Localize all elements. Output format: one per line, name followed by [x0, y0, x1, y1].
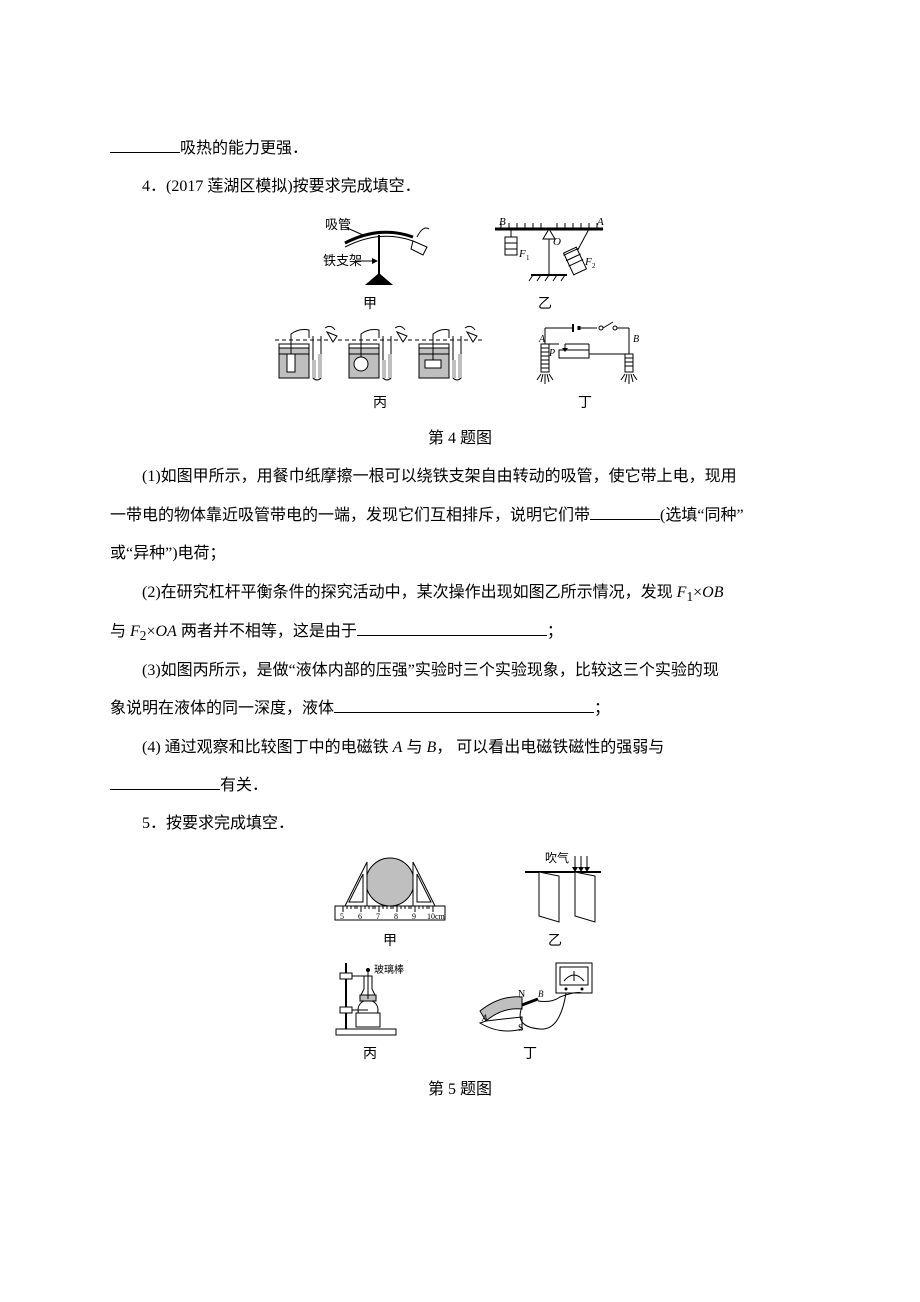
fig-yi-svg: B A O F 1: [475, 215, 615, 293]
fig-bing-svg: [275, 320, 485, 392]
fig5-ding-svg: N S A B: [460, 957, 600, 1043]
q5-subfig-jia: 5 6 7 8 9 10cm 甲: [315, 852, 465, 952]
cap-ding: 丁: [578, 394, 592, 414]
svg-text:7: 7: [376, 912, 380, 921]
svg-text:8: 8: [394, 912, 398, 921]
q4-source: (2017 莲湖区模拟)按要求完成填空．: [166, 178, 421, 195]
cap-bing: 丙: [373, 394, 387, 414]
q4-caption: 第 4 题图: [110, 428, 810, 450]
blank-prev[interactable]: [110, 137, 180, 153]
q4-stem: 4．(2017 莲湖区模拟)按要求完成填空．: [110, 168, 810, 206]
q4-figure-row1: 吸管 铁支架 甲 B A: [110, 215, 810, 315]
label-emB: B: [633, 334, 639, 345]
q4-2b: 与 F2×OA 两者并不相等，这是由于；: [110, 613, 810, 652]
q5-stem: 5．按要求完成填空．: [110, 805, 810, 843]
q4-2a: (2)在研究杠杆平衡条件的探究活动中，某次操作出现如图乙所示情况，发现 F1×O…: [110, 574, 810, 613]
q4-3a: (3)如图丙所示，是做“液体内部的压强”实验时三个实验现象，比较这三个实验的现: [110, 652, 810, 690]
svg-text:9: 9: [412, 912, 416, 921]
label-F2sub: 2: [592, 262, 596, 270]
q5-subfig-yi: 吹气 乙: [505, 852, 605, 952]
q4-subfig-ding: P A B 丁: [525, 320, 645, 414]
cap-jia: 甲: [363, 295, 377, 315]
svg-text:6: 6: [358, 912, 362, 921]
q4-figure: 吸管 铁支架 甲 B A: [110, 215, 810, 451]
q5-subfig-bing: 玻璃棒 丙: [320, 957, 420, 1065]
fig-jia-svg: 吸管 铁支架: [305, 215, 435, 293]
q4-3b: 象说明在液体的同一深度，液体；: [110, 690, 810, 728]
cap5-yi: 乙: [548, 932, 562, 952]
cap5-jia: 甲: [383, 932, 397, 952]
cap-yi: 乙: [538, 295, 552, 315]
q5-number: 5．: [142, 815, 166, 832]
svg-text:玻璃棒: 玻璃棒: [374, 963, 404, 976]
label-O: O: [553, 236, 561, 248]
q4-1a: (1)如图甲所示，用餐巾纸摩擦一根可以绕铁支架自由转动的吸管，使它带上电，现用: [110, 458, 810, 496]
svg-text:5: 5: [340, 912, 344, 921]
label-F1sub: 1: [526, 254, 530, 262]
q5-title: 按要求完成填空．: [166, 815, 294, 832]
blank-q4-2[interactable]: [357, 620, 547, 636]
q4-number: 4．: [142, 178, 166, 195]
svg-text:A: A: [481, 1013, 488, 1023]
blank-q4-4[interactable]: [110, 774, 220, 790]
q5-subfig-ding: N S A B 丁: [460, 957, 600, 1065]
q4-subfig-yi: B A O F 1: [475, 215, 615, 315]
q4-4a: (4) 通过观察和比较图丁中的电磁铁 A 与 B， 可以看出电磁铁磁性的强弱与: [110, 729, 810, 767]
label-emA: A: [538, 334, 546, 345]
svg-text:S: S: [518, 1023, 524, 1034]
label-straw: 吸管: [325, 217, 351, 232]
prev-tail-text: 吸热的能力更强．: [180, 140, 308, 157]
q5-caption: 第 5 题图: [110, 1079, 810, 1101]
label-F1: F: [518, 248, 526, 260]
label-F2: F: [584, 256, 592, 268]
fig5-yi-svg: 吹气: [505, 852, 605, 930]
q4-4b: 有关．: [110, 767, 810, 805]
blank-q4-3[interactable]: [334, 697, 594, 713]
q4-1b: 一带电的物体靠近吸管带电的一端，发现它们互相排斥，说明它们带(选填“同种”: [110, 497, 810, 535]
q4-figure-row2: 丙 P: [110, 320, 810, 414]
q5-figure: 5 6 7 8 9 10cm 甲 吹气 乙: [110, 852, 810, 1102]
fig5-jia-svg: 5 6 7 8 9 10cm: [315, 852, 465, 930]
prev-tail: 吸热的能力更强．: [110, 130, 810, 168]
svg-text:B: B: [538, 989, 544, 999]
q4-subfig-bing: 丙: [275, 320, 485, 414]
q4-subfig-jia: 吸管 铁支架 甲: [305, 215, 435, 315]
q4-1d: 或“异种”)电荷；: [110, 535, 810, 573]
svg-text:吹气: 吹气: [545, 852, 569, 865]
svg-text:10cm: 10cm: [427, 912, 446, 921]
cap5-bing: 丙: [363, 1045, 377, 1065]
q5-figure-row2: 玻璃棒 丙 N S A B: [110, 957, 810, 1065]
fig-ding-svg: P A B: [525, 320, 645, 392]
setup-3: [419, 327, 477, 381]
setup-2: [349, 327, 407, 381]
setup-1: [279, 327, 337, 381]
label-B: B: [499, 216, 506, 228]
fig5-bing-svg: 玻璃棒: [320, 957, 420, 1043]
q5-figure-row1: 5 6 7 8 9 10cm 甲 吹气 乙: [110, 852, 810, 952]
cap5-ding: 丁: [523, 1045, 537, 1065]
blank-q4-1[interactable]: [590, 504, 660, 520]
svg-text:N: N: [518, 989, 525, 1000]
